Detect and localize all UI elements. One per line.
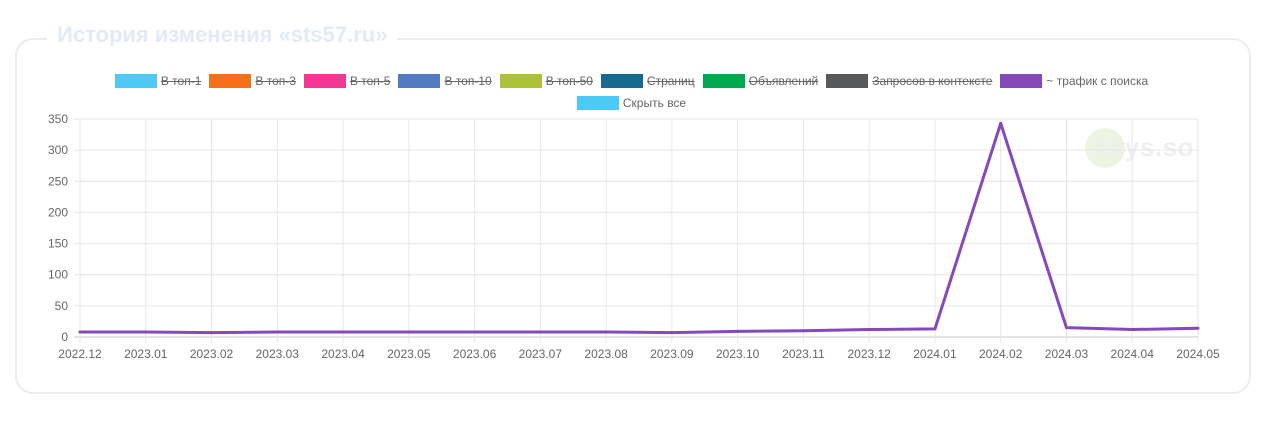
- legend-swatch: [303, 74, 346, 88]
- x-tick-label: 2023.10: [716, 347, 760, 361]
- data-point: [1196, 326, 1200, 330]
- x-tick-label: 2024.04: [1111, 347, 1155, 361]
- data-point: [1130, 328, 1134, 332]
- data-point: [407, 330, 411, 334]
- x-tick-label: 2023.07: [519, 347, 563, 361]
- data-point: [538, 330, 542, 334]
- chart-title: История изменения «sts57.ru»: [47, 20, 398, 50]
- data-point: [736, 329, 740, 333]
- legend-item[interactable]: Объявлений: [702, 74, 819, 88]
- y-tick-label: 100: [48, 268, 68, 282]
- legend-label: В топ-5: [349, 74, 391, 88]
- data-point: [210, 331, 214, 335]
- hide-all-label: Скрыть все: [622, 96, 687, 110]
- legend-swatch: [398, 74, 441, 88]
- legend-item[interactable]: В топ-50: [499, 74, 593, 88]
- x-tick-label: 2023.03: [256, 347, 300, 361]
- data-point: [78, 330, 82, 334]
- series-line: [80, 121, 1199, 335]
- hide-all-button[interactable]: Скрыть все: [576, 96, 687, 110]
- hide-all-swatch: [576, 96, 619, 110]
- logo-circle: [1085, 128, 1125, 168]
- legend-swatch: [826, 74, 869, 88]
- y-tick-label: 50: [55, 299, 69, 313]
- legend-label: В топ-10: [444, 74, 492, 88]
- legend-label: ~ трафик с поиска: [1046, 74, 1149, 88]
- y-tick-label: 250: [48, 174, 68, 188]
- y-tick-label: 150: [48, 237, 68, 251]
- x-tick-label: 2024.01: [913, 347, 957, 361]
- legend-swatch: [209, 74, 252, 88]
- x-tick-label: 2024.05: [1176, 347, 1220, 361]
- data-point: [473, 330, 477, 334]
- x-tick-label: 2024.03: [1045, 347, 1089, 361]
- legend-label: Запросов в контексте: [872, 74, 993, 88]
- chart-panel: [15, 38, 1251, 394]
- legend-item[interactable]: В топ-3: [209, 74, 296, 88]
- legend-label: Объявлений: [748, 74, 819, 88]
- y-tick-label: 0: [61, 330, 68, 344]
- x-tick-label: 2023.08: [584, 347, 628, 361]
- legend-label: Страниц: [646, 74, 695, 88]
- x-tick-label: 2023.04: [321, 347, 365, 361]
- data-point: [670, 331, 674, 335]
- x-tick-label: 2023.06: [453, 347, 497, 361]
- x-tick-label: 2023.02: [190, 347, 234, 361]
- x-tick-label: 2023.05: [387, 347, 431, 361]
- legend-item[interactable]: Страниц: [600, 74, 695, 88]
- legend-row: Скрыть все: [0, 92, 1263, 114]
- legend-item[interactable]: Запросов в контексте: [826, 74, 992, 88]
- keys-so-logo: keys.so: [1085, 128, 1193, 168]
- legend-label: В топ-50: [545, 74, 593, 88]
- legend-swatch: [702, 74, 745, 88]
- legend-label: В топ-3: [255, 74, 296, 88]
- y-tick-label: 300: [48, 143, 68, 157]
- x-tick-label: 2023.01: [124, 347, 168, 361]
- legend-item[interactable]: В топ-10: [398, 74, 492, 88]
- logo-text: keys.so: [1095, 132, 1194, 162]
- legend-row: В топ-1 В топ-3 В топ-5 В топ-10 В топ-50 Стр…: [0, 70, 1263, 92]
- data-point: [867, 328, 871, 332]
- chart-legend: В топ-1 В топ-3 В топ-5 В топ-10 В топ-50 Стр…: [0, 70, 1263, 114]
- legend-swatch: [1000, 74, 1043, 88]
- legend-item[interactable]: В топ-5: [303, 74, 391, 88]
- data-point: [604, 330, 608, 334]
- data-point: [341, 330, 345, 334]
- x-tick-label: 2023.11: [782, 347, 825, 361]
- legend-swatch: [600, 74, 643, 88]
- legend-item[interactable]: В топ-1: [114, 74, 202, 88]
- y-tick-label: 350: [48, 112, 68, 126]
- x-tick-label: 2024.02: [979, 347, 1023, 361]
- legend-swatch: [114, 74, 157, 88]
- x-tick-label: 2023.12: [847, 347, 891, 361]
- legend-item[interactable]: ~ трафик с поиска: [1000, 74, 1148, 88]
- legend-label: В топ-1: [160, 74, 202, 88]
- y-tick-label: 200: [48, 205, 68, 219]
- data-point: [144, 330, 148, 334]
- data-point: [933, 327, 937, 331]
- data-point: [275, 330, 279, 334]
- data-point: [1064, 326, 1068, 330]
- x-tick-label: 2022.12: [58, 347, 102, 361]
- data-point: [801, 329, 805, 333]
- x-tick-label: 2023.09: [650, 347, 694, 361]
- legend-swatch: [499, 74, 542, 88]
- data-point: [999, 121, 1003, 125]
